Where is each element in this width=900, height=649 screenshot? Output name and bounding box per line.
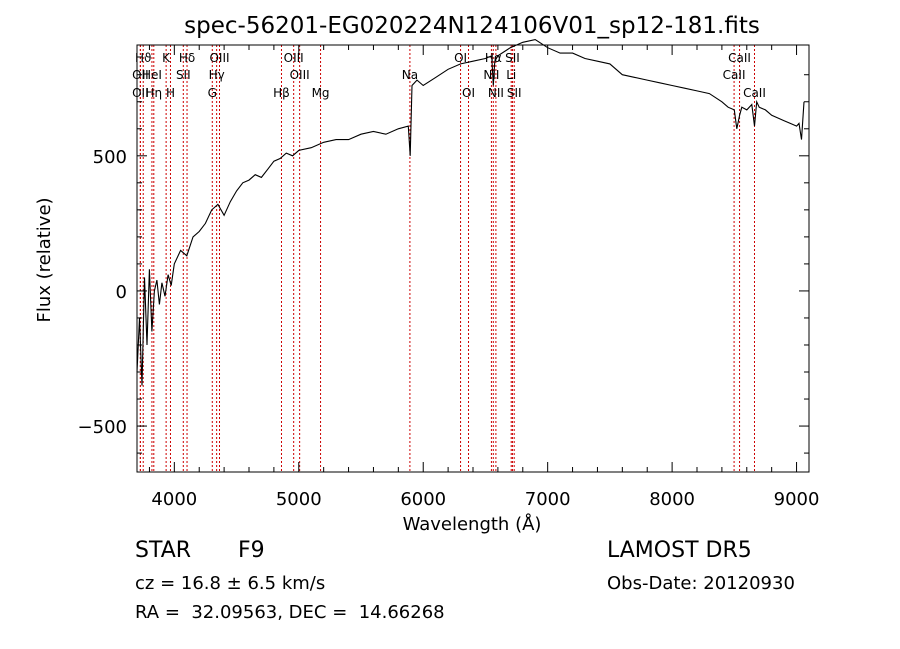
y-tick-label-2: 500 — [93, 147, 127, 168]
line-label-12: Hβ — [273, 86, 290, 100]
line-label-13: OIII — [284, 51, 304, 65]
line-label-9: OIII — [209, 51, 229, 65]
line-label-3: Hη — [145, 86, 162, 100]
x-axis-label: Wavelength (Å) — [403, 513, 542, 535]
line-label-22: SII — [505, 51, 520, 65]
x-tick-label-2: 6000 — [400, 489, 446, 510]
line-label-20: NII — [483, 68, 499, 82]
line-label-4: HeI — [142, 68, 162, 82]
line-label-19: Hα — [485, 51, 502, 65]
observation-date: Obs-Date: 20120930 — [607, 573, 795, 594]
line-label-10: Hγ — [209, 68, 225, 82]
line-label-5: K — [162, 51, 171, 65]
line-label-27: CaII — [743, 86, 766, 100]
line-label-23: Li — [506, 68, 516, 82]
line-label-2: OII — [132, 86, 149, 100]
line-label-6: H — [166, 86, 175, 100]
line-label-21: NII — [488, 86, 504, 100]
line-label-17: OI — [454, 51, 467, 65]
object-class: STAR — [135, 538, 192, 563]
spectrum-series-line — [136, 39, 805, 386]
object-subclass: F9 — [238, 538, 265, 563]
line-label-7: SII — [176, 68, 191, 82]
x-axis-ticks: 4000 5000 6000 7000 8000 9000 — [148, 45, 820, 510]
x-tick-label-1: 5000 — [276, 489, 322, 510]
line-label-24: SII — [507, 86, 522, 100]
line-label-0: Hϑ — [135, 51, 151, 65]
y-tick-label-0: −500 — [78, 417, 127, 438]
line-label-14: OIII — [290, 68, 310, 82]
sky-coordinates: RA = 32.09563, DEC = 14.66268 — [135, 602, 445, 623]
plot-frame — [136, 44, 810, 473]
spectral-line-markers — [139, 45, 755, 472]
line-label-11: G — [208, 86, 217, 100]
line-label-25: CaII — [728, 51, 751, 65]
survey-name: LAMOST DR5 — [607, 538, 752, 563]
line-label-15: Mg — [312, 86, 330, 100]
y-axis-ticks: −500 0 500 — [78, 74, 809, 454]
chart-title: spec-56201-EG020224N124106V01_sp12-181.f… — [184, 13, 760, 39]
y-tick-label-1: 0 — [116, 282, 127, 303]
x-tick-label-3: 7000 — [525, 489, 571, 510]
x-tick-label-0: 4000 — [151, 489, 197, 510]
x-tick-label-5: 9000 — [774, 489, 820, 510]
line-label-16: Na — [402, 68, 418, 82]
x-tick-label-4: 8000 — [649, 489, 695, 510]
line-label-8: Hδ — [179, 51, 195, 65]
line-label-18: OI — [462, 86, 475, 100]
redshift-value: cz = 16.8 ± 6.5 km/s — [135, 573, 326, 594]
y-axis-label: Flux (relative) — [34, 197, 55, 322]
line-label-26: CaII — [723, 68, 746, 82]
